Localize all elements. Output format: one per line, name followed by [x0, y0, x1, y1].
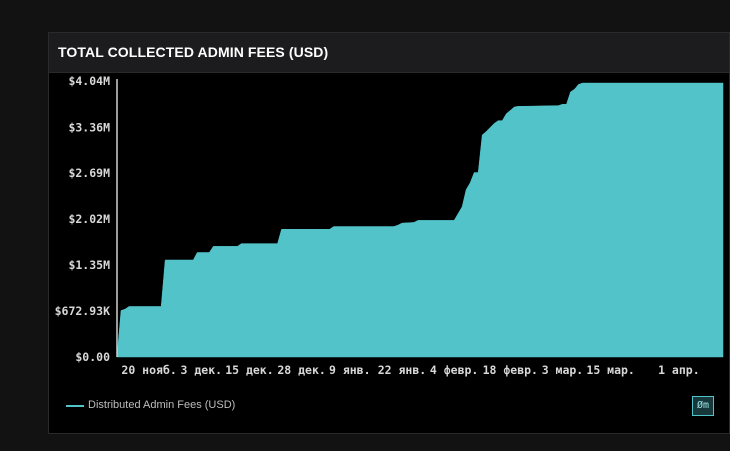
y-tick-label: $2.02M — [68, 212, 110, 226]
x-tick-label: 3 мар. — [542, 363, 584, 377]
y-tick-label: $0.00 — [75, 350, 110, 364]
x-tick-label: 9 янв. — [329, 363, 371, 377]
x-tick-label: 1 апр. — [658, 363, 700, 377]
x-tick-label: 28 дек. — [277, 363, 325, 377]
series-area-0 — [117, 83, 723, 357]
x-tick-label: 3 дек. — [181, 363, 223, 377]
legend-swatch — [66, 405, 84, 407]
brand-logo-button[interactable]: Øm — [692, 396, 714, 416]
legend-label: Distributed Admin Fees (USD) — [88, 399, 235, 411]
y-tick-label: $1.35M — [68, 258, 110, 272]
y-tick-label: $3.36M — [68, 120, 110, 134]
x-tick-label: 15 мар. — [586, 363, 634, 377]
x-tick-label: 22 янв. — [378, 363, 426, 377]
x-tick-label: 18 февр. — [483, 363, 538, 377]
y-tick-label: $2.69M — [68, 166, 110, 180]
y-tick-label: $4.04M — [68, 74, 110, 88]
x-tick-label: 20 нояб. — [121, 363, 176, 377]
x-tick-label: 15 дек. — [225, 363, 273, 377]
x-tick-label: 4 февр. — [430, 363, 478, 377]
y-tick-label: $672.93K — [55, 304, 110, 318]
